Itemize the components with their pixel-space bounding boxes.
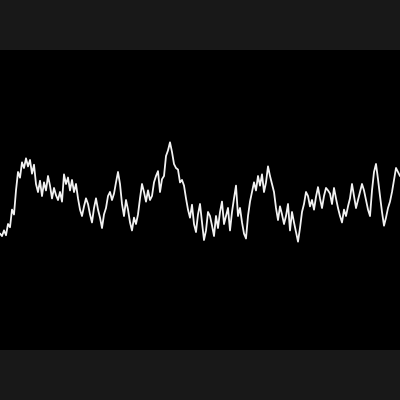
letterbox-top: [0, 0, 400, 50]
letterbox-bottom: [0, 350, 400, 400]
waveform-chart: [0, 50, 400, 350]
signal-waveform-line: [0, 141, 400, 243]
plot-background: [0, 50, 400, 350]
